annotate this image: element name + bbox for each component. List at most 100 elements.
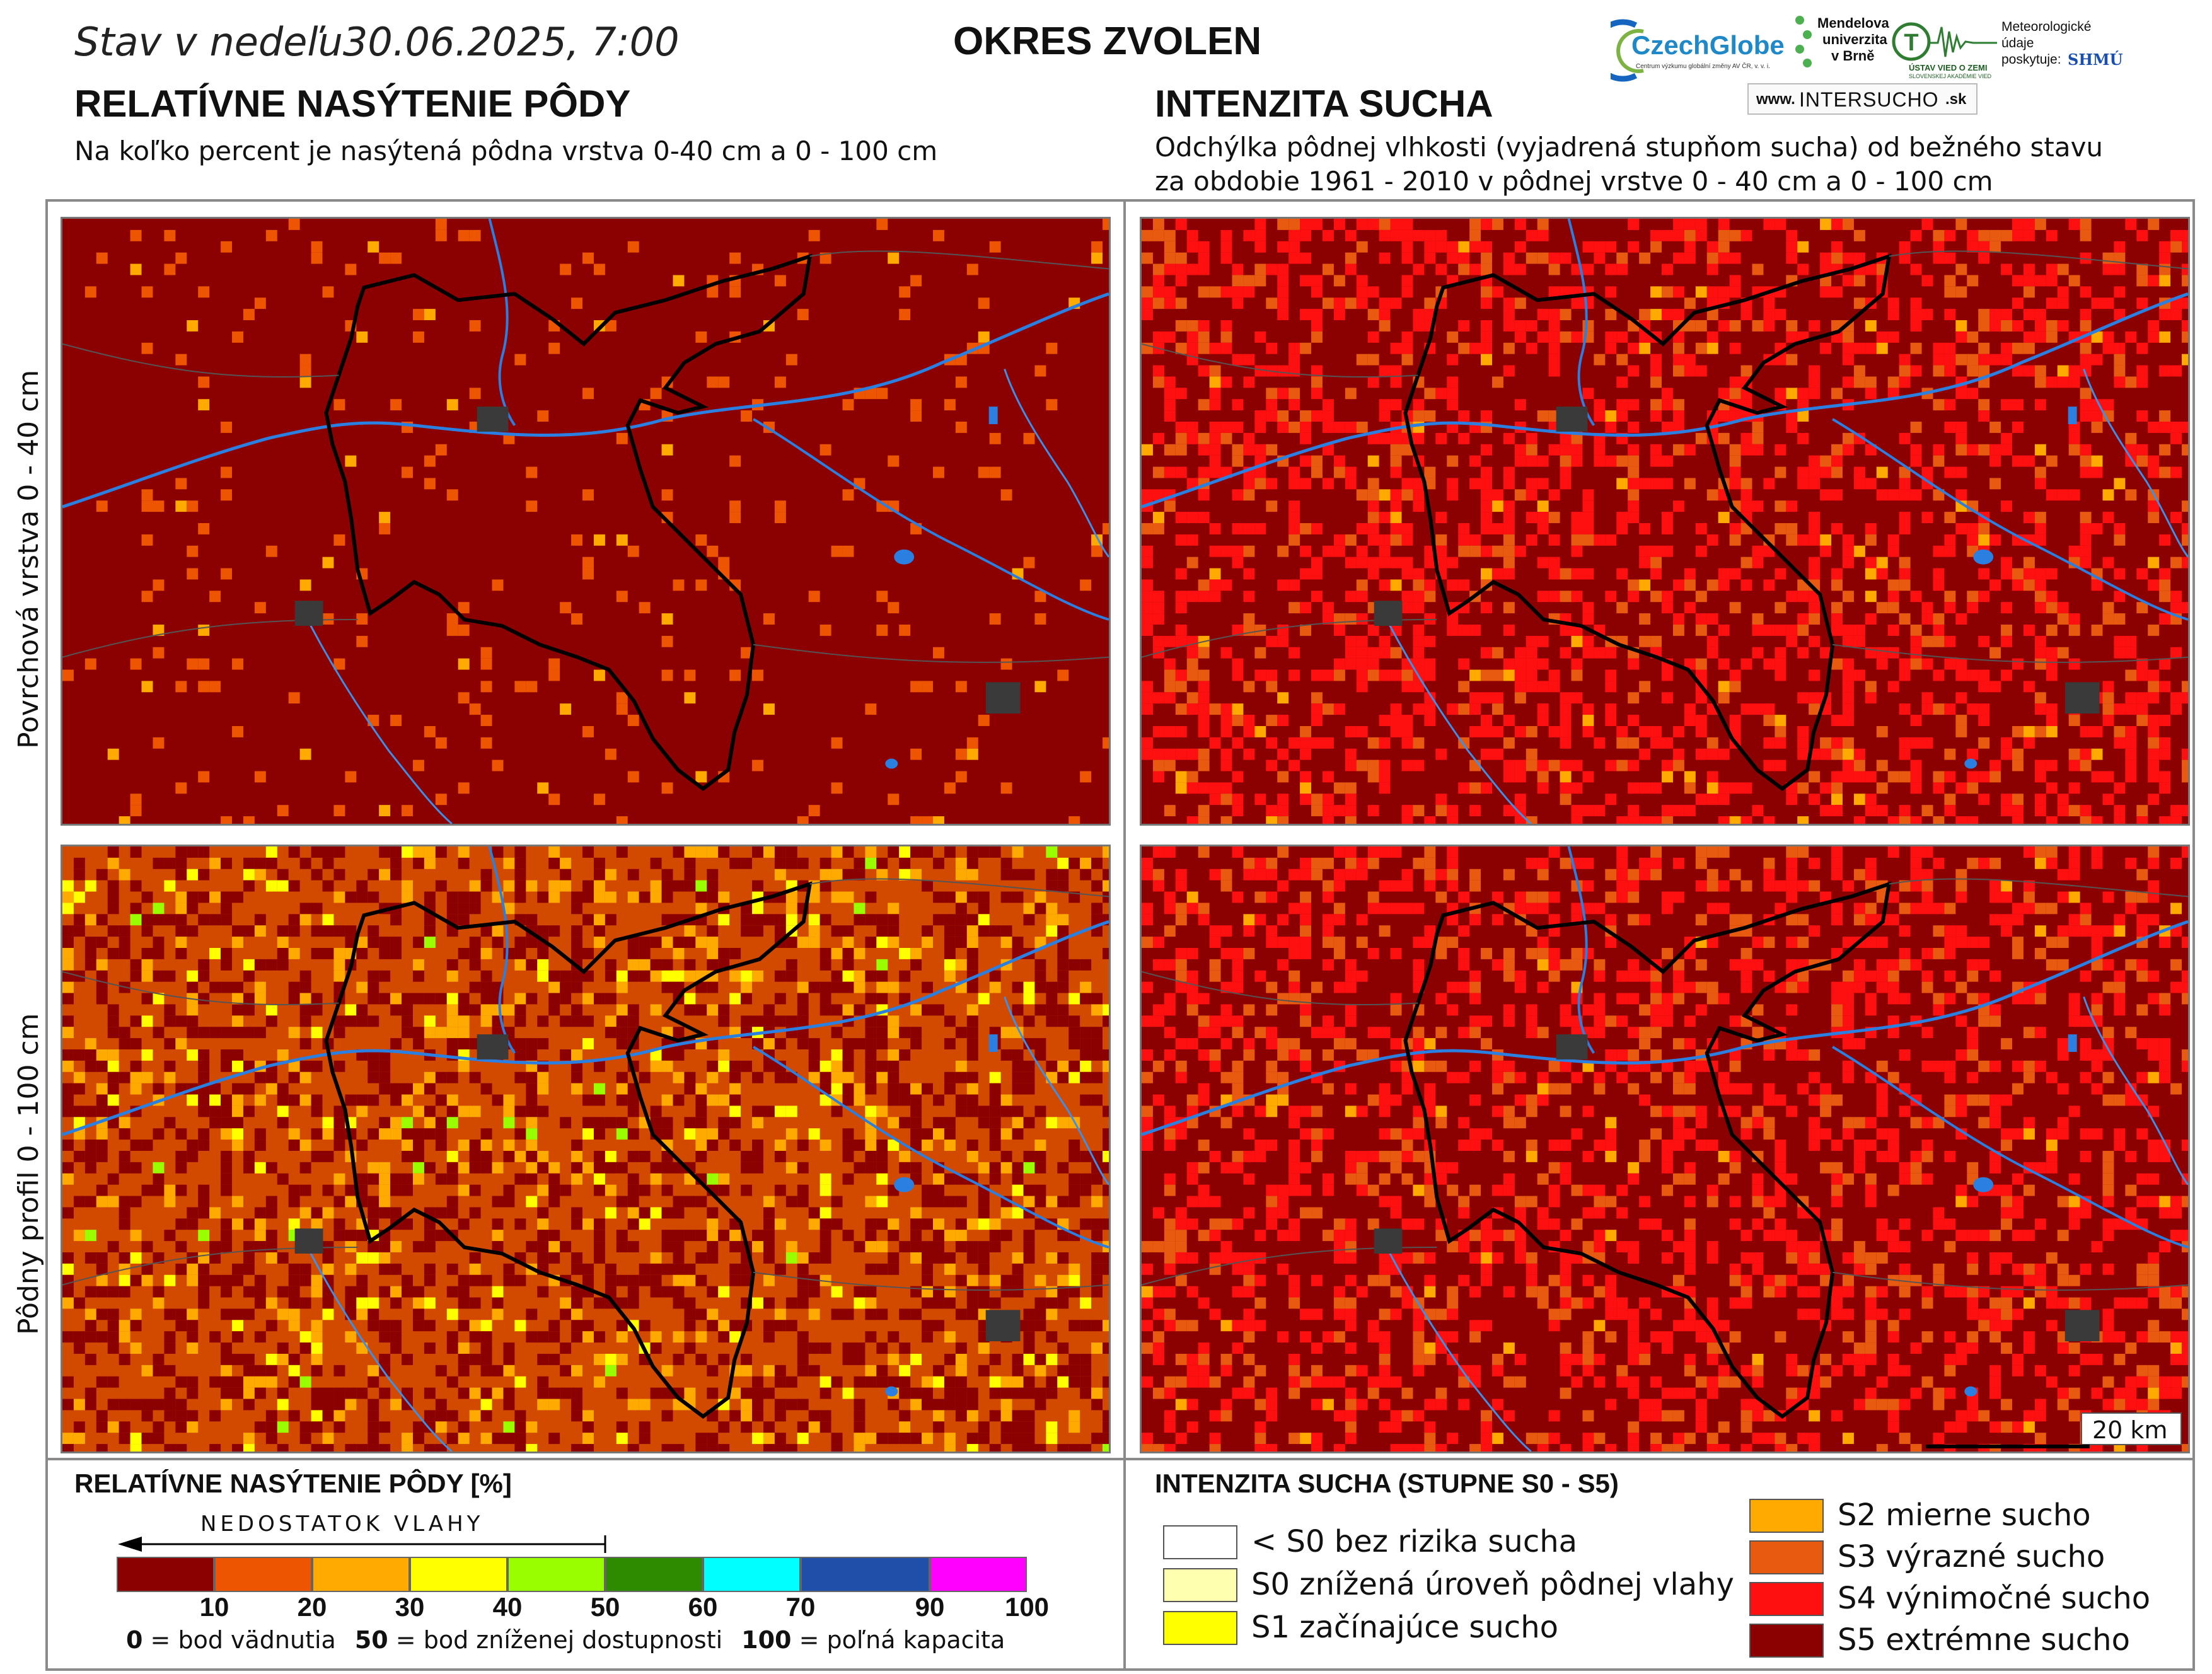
row-label-bottom: Pôdny profil 0 - 100 cm xyxy=(13,1013,45,1336)
intersucho-name: INTERSUCHO xyxy=(1799,88,1939,111)
county-line xyxy=(1142,343,1418,378)
meteo-provider: Meteorologické údaje poskytuje: SHMÚ xyxy=(2001,19,2128,82)
town xyxy=(294,601,323,626)
county-line xyxy=(62,971,339,1005)
uvz-seismograph-icon: T xyxy=(1892,22,1997,61)
river xyxy=(488,219,516,427)
drought-label-s3: S3 výrazné sucho xyxy=(1838,1539,2105,1574)
county-line xyxy=(1889,250,2188,270)
meteo-line-2: údaje xyxy=(2001,36,2034,50)
lake xyxy=(1964,758,1977,769)
lake xyxy=(2068,407,2077,424)
river xyxy=(1142,920,2188,1136)
drought-title: INTENZITA SUCHA xyxy=(1155,83,1493,125)
scale-bar xyxy=(1926,1445,2090,1448)
colorbar-tick: 60 xyxy=(688,1592,718,1622)
river xyxy=(1567,846,1595,1054)
river xyxy=(300,1234,453,1452)
note-wilting-text: = bod vädnutia xyxy=(142,1626,336,1654)
district-border xyxy=(1403,881,1892,1419)
town xyxy=(477,1034,509,1059)
county-line xyxy=(809,250,1109,270)
colorbar-bin-7 xyxy=(801,1557,930,1592)
saturation-notes: 0 = bod vädnutia 50 = bod zníženej dostup… xyxy=(126,1626,1005,1654)
mendel-line-1: Mendelova xyxy=(1817,15,1889,31)
river xyxy=(1832,418,2188,621)
date-line: Stav v nedeľu30.06.2025, 7:00 xyxy=(74,19,680,65)
town xyxy=(1374,601,1403,626)
colorbar-bin-0 xyxy=(117,1557,214,1592)
river xyxy=(62,920,1109,1136)
map-saturation-topsoil[interactable] xyxy=(61,217,1111,826)
drought-label-none: < S0 bez rizika sucha xyxy=(1251,1524,1578,1559)
river xyxy=(300,606,453,824)
drought-swatch-s2 xyxy=(1749,1499,1824,1533)
drought-swatch-s3 xyxy=(1749,1540,1824,1574)
saturation-legend-title: RELATÍVNE NASÝTENIE PÔDY [%] xyxy=(74,1469,512,1498)
drought-label-s5: S5 extrémne sucho xyxy=(1838,1622,2130,1658)
town xyxy=(1374,1228,1403,1254)
mendel-dots-icon xyxy=(1795,16,1812,67)
town xyxy=(2064,682,2100,714)
shmu-logo: SHMÚ xyxy=(2068,50,2123,69)
mendel-logo: Mendelova univerzita v Brně xyxy=(1793,13,1889,82)
intersucho-suffix: .sk xyxy=(1945,91,1967,108)
svg-text:T: T xyxy=(1904,30,1918,56)
lake xyxy=(988,407,998,424)
map-saturation-profile[interactable] xyxy=(61,845,1111,1453)
drought-legend-title: INTENZITA SUCHA (STUPNE S0 - S5) xyxy=(1155,1469,1619,1498)
note-capacity-text: = poľná kapacita xyxy=(791,1626,1005,1654)
map-canvas-3 xyxy=(62,846,1109,1452)
lake xyxy=(1964,1386,1977,1397)
district-border xyxy=(1403,253,1892,792)
mendel-line-3: v Brně xyxy=(1831,48,1875,64)
county-line xyxy=(809,878,1109,898)
drought-swatch-s4 xyxy=(1749,1582,1824,1616)
river xyxy=(1567,219,1595,427)
map-canvas-1 xyxy=(62,219,1109,824)
czechglobe-subtext: Centrum výzkumu globální změny AV ČR, v.… xyxy=(1636,63,1770,70)
town xyxy=(1556,407,1588,432)
czechglobe-logo: CzechGlobe Centrum výzkumu globální změn… xyxy=(1591,13,1793,82)
town xyxy=(2064,1310,2100,1342)
town xyxy=(985,682,1021,714)
town xyxy=(985,1310,1021,1342)
colorbar-tick: 100 xyxy=(1004,1592,1050,1622)
county-line xyxy=(1889,878,2188,898)
colorbar-bin-6 xyxy=(703,1557,801,1592)
district-title: OKRES ZVOLEN xyxy=(953,20,1262,63)
county-line xyxy=(753,644,1109,663)
colorbar-ticks: 10 20 30 40 50 60 70 90 100 xyxy=(117,1592,1049,1624)
district-border xyxy=(324,253,813,792)
colorbar-tick: 20 xyxy=(297,1592,327,1622)
drought-swatch-s0 xyxy=(1163,1568,1237,1602)
lake xyxy=(988,1034,998,1052)
row-label-top: Povrchová vrstva 0 - 40 cm xyxy=(13,369,45,749)
uvz-logo: T ÚSTAV VIED O ZEMI SLOVENSKEJ AKADÉMIE … xyxy=(1891,18,1998,81)
colorbar-tick: 50 xyxy=(590,1592,620,1622)
deficit-arrow-icon xyxy=(118,1535,606,1553)
colorbar-tick: 30 xyxy=(395,1592,425,1622)
meteo-line-3: poskytuje: xyxy=(2001,52,2061,67)
uvz-subtext: SLOVENSKEJ AKADÉMIE VIED xyxy=(1909,73,1992,79)
map-drought-topsoil[interactable] xyxy=(1140,217,2190,826)
drought-swatch-none xyxy=(1163,1525,1237,1559)
river xyxy=(753,418,1109,621)
river xyxy=(1832,1046,2188,1249)
note-reduced-text: = bod zníženej dostupnosti xyxy=(388,1626,723,1654)
deficit-arrow-label: NEDOSTATOK VLAHY xyxy=(200,1511,484,1537)
river xyxy=(1142,292,2188,509)
lake xyxy=(885,758,898,769)
colorbar-tick: 10 xyxy=(199,1592,229,1622)
county-line xyxy=(62,343,339,378)
lake xyxy=(2068,1034,2077,1052)
scale-bar-box: 20 km xyxy=(2081,1412,2182,1445)
colorbar-bin-8 xyxy=(930,1557,1027,1592)
town xyxy=(1556,1034,1588,1059)
drought-swatch-s1 xyxy=(1163,1611,1237,1645)
drought-label-s4: S4 výnimočné sucho xyxy=(1838,1581,2151,1616)
map-drought-profile[interactable]: 20 km xyxy=(1140,845,2190,1453)
drought-swatch-s5 xyxy=(1749,1624,1824,1658)
drought-label-s2: S2 mierne sucho xyxy=(1838,1498,2091,1533)
town xyxy=(477,407,509,432)
